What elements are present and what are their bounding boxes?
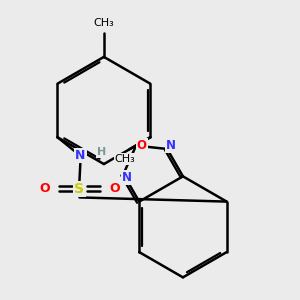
Text: CH₃: CH₃ <box>94 18 114 28</box>
Text: O: O <box>137 139 147 152</box>
Text: O: O <box>109 182 120 195</box>
Text: H: H <box>97 147 106 157</box>
Text: S: S <box>74 182 85 196</box>
Text: N: N <box>122 171 132 184</box>
Text: CH₃: CH₃ <box>115 154 135 164</box>
Text: N: N <box>75 149 86 162</box>
Text: N: N <box>166 139 176 152</box>
Text: O: O <box>39 182 50 195</box>
